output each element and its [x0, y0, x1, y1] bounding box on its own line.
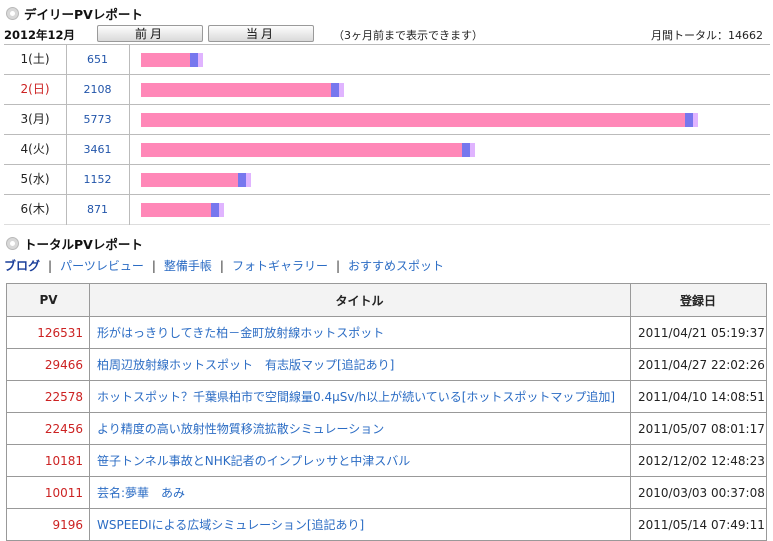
daily-report-title: デイリーPVレポート — [24, 6, 143, 22]
month-nav: 2012年12月 前月 当月 （3ヶ月前まで表示できます） 月間トータル：146… — [0, 25, 773, 43]
table-row: 22456 より精度の高い放射性物質移流拡散シミュレーション 2011/05/07 … — [6, 412, 767, 445]
daily-row: 6(木) 871 — [4, 195, 770, 225]
daily-report-heading: デイリーPVレポート — [6, 4, 143, 22]
day-pv-bar — [141, 83, 741, 97]
day-pv-bar — [141, 113, 741, 127]
post-date: 2011/04/10 14:08:51 — [630, 380, 767, 413]
day-pv-count: 2108 — [66, 75, 130, 104]
day-pv-bar — [141, 173, 741, 187]
tab-2[interactable]: 整備手帳 — [163, 259, 212, 273]
bullet-icon — [6, 236, 19, 250]
bar-segment-main — [141, 83, 331, 97]
post-title-link[interactable]: より精度の高い放射性物質移流拡散シミュレーション — [89, 412, 631, 445]
total-report-heading: トータルPVレポート — [6, 234, 143, 252]
bar-segment-accent — [190, 53, 198, 67]
prev-month-button[interactable]: 前月 — [97, 25, 203, 42]
table-row: 22578 ホットスポット？千葉県柏市で空間線量0.4μSv/h以上が続いている[… — [6, 380, 767, 413]
daily-row: 1(土) 651 — [4, 45, 770, 75]
daily-row: 4(火) 3461 — [4, 135, 770, 165]
bar-segment-accent — [685, 113, 693, 127]
tab-separator: | — [219, 259, 224, 273]
date-column-header[interactable]: 登録日 — [630, 283, 767, 317]
table-row: 29466 柏周辺放射線ホットスポット 有志版マップ[追記あり] 2011/04/2… — [6, 348, 767, 381]
post-date: 2011/05/07 08:01:17 — [630, 412, 767, 445]
total-report-title: トータルPVレポート — [24, 236, 143, 252]
bar-segment-tail — [470, 143, 475, 157]
table-row: 10011 芸名:夢華 あみ 2010/03/03 00:37:08 — [6, 476, 767, 509]
bar-segment-accent — [462, 143, 470, 157]
title-column-header[interactable]: タイトル — [89, 283, 631, 317]
post-date: 2011/04/27 22:02:26 — [630, 348, 767, 381]
post-date: 2010/03/03 00:37:08 — [630, 476, 767, 509]
day-label: 2(日) — [4, 75, 67, 104]
day-pv-bar — [141, 143, 741, 157]
day-pv-count: 3461 — [66, 135, 130, 164]
day-label: 5(水) — [4, 165, 67, 194]
bar-segment-accent — [238, 173, 246, 187]
day-label: 3(月) — [4, 105, 67, 134]
day-pv-bar — [141, 203, 741, 217]
post-title-link[interactable]: 形がはっきりしてきた柏－金町放射線ホットスポット — [89, 316, 631, 349]
table-row: 126531 形がはっきりしてきた柏－金町放射線ホットスポット 2011/04/21… — [6, 316, 767, 349]
post-pv: 22578 — [6, 380, 90, 413]
bar-segment-main — [141, 143, 462, 157]
day-pv-count: 871 — [66, 195, 130, 225]
post-pv: 10181 — [6, 444, 90, 477]
day-pv-count: 651 — [66, 45, 130, 74]
daily-row: 3(月) 5773 — [4, 105, 770, 135]
day-label: 1(土) — [4, 45, 67, 74]
bullet-icon — [6, 6, 19, 20]
day-label: 4(火) — [4, 135, 67, 164]
daily-row: 2(日) 2108 — [4, 75, 770, 105]
bar-segment-tail — [339, 83, 344, 97]
tab-separator: | — [335, 259, 340, 273]
pv-column-header[interactable]: PV — [6, 283, 90, 317]
table-row: 9196 WSPEEDIによる広域シミュレーション[追記あり] 2011/05/14… — [6, 508, 767, 541]
current-month-button[interactable]: 当月 — [208, 25, 314, 42]
day-pv-bar — [141, 53, 741, 67]
post-pv: 10011 — [6, 476, 90, 509]
bar-segment-main — [141, 53, 190, 67]
tab-1[interactable]: パーツレビュー — [60, 259, 144, 273]
bar-segment-main — [141, 203, 211, 217]
post-title-link[interactable]: WSPEEDIによる広域シミュレーション[追記あり] — [89, 508, 631, 541]
post-date: 2011/04/21 05:19:37 — [630, 316, 767, 349]
table-row: 10181 笹子トンネル事故とNHK記者のインプレッサと中津スバル 2012/12/… — [6, 444, 767, 477]
post-pv: 22456 — [6, 412, 90, 445]
post-title-link[interactable]: 柏周辺放射線ホットスポット 有志版マップ[追記あり] — [89, 348, 631, 381]
bar-segment-accent — [331, 83, 339, 97]
bar-segment-tail — [246, 173, 251, 187]
daily-pv-table: 1(土) 651 2(日) 2108 3(月) 5773 4(火) 3461 5(水) 1152 6… — [4, 44, 770, 225]
tab-4[interactable]: おすすめスポット — [348, 259, 445, 273]
day-label: 6(木) — [4, 195, 67, 225]
tab-3[interactable]: フォトギャラリー — [231, 259, 328, 273]
bar-segment-tail — [198, 53, 203, 67]
bar-segment-main — [141, 113, 685, 127]
bar-segment-tail — [693, 113, 698, 127]
post-title-link[interactable]: 芸名:夢華 あみ — [89, 476, 631, 509]
daily-row: 5(水) 1152 — [4, 165, 770, 195]
tab-separator: | — [48, 259, 53, 273]
monthly-total: 月間トータル：14662 — [651, 29, 763, 42]
table-header-row: PV タイトル 登録日 — [6, 283, 767, 317]
bar-segment-tail — [219, 203, 224, 217]
post-date: 2011/05/14 07:49:11 — [630, 508, 767, 541]
tab-separator: | — [151, 259, 156, 273]
bar-segment-accent — [211, 203, 219, 217]
post-title-link[interactable]: 笹子トンネル事故とNHK記者のインプレッサと中津スバル — [89, 444, 631, 477]
post-pv: 29466 — [6, 348, 90, 381]
day-pv-count: 1152 — [66, 165, 130, 194]
post-date: 2012/12/02 12:48:23 — [630, 444, 767, 477]
post-pv-table: PV タイトル 登録日 126531 形がはっきりしてきた柏－金町放射線ホットスポ… — [6, 283, 767, 541]
post-title-link[interactable]: ホットスポット？千葉県柏市で空間線量0.4μSv/h以上が続いている[ホットスポ… — [89, 380, 631, 413]
post-pv: 9196 — [6, 508, 90, 541]
post-pv: 126531 — [6, 316, 90, 349]
current-month-label: 2012年12月 — [4, 28, 76, 42]
day-pv-count: 5773 — [66, 105, 130, 134]
bar-segment-main — [141, 173, 238, 187]
tab-0[interactable]: ブログ — [4, 259, 41, 273]
category-tabs: ブログ | パーツレビュー | 整備手帳 | フォトギャラリー | おすすめスポット — [4, 257, 444, 274]
range-note: （3ヶ月前まで表示できます） — [333, 29, 483, 42]
